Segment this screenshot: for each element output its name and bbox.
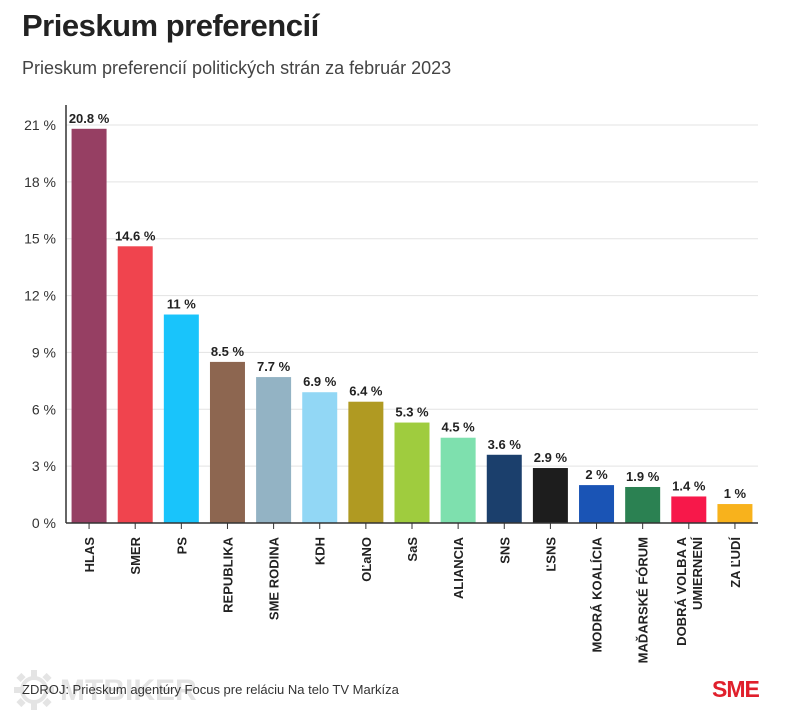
x-tick-label-line: ALIANCIA [451,536,466,599]
y-tick-label: 9 % [32,344,56,360]
bar [71,128,107,524]
bar-value-labels: 20.8 % 14.6 % 11 % 8.5 % 7.7 % 6.9 % 6.4 % 5.3 … [69,111,747,501]
x-tick-label: SNS [497,537,512,564]
x-tick-label-line: OĽaNO [359,537,374,582]
x-tick-label-line: ZA ĽUDÍ [728,537,743,588]
x-tick-label-line: MODRÁ KOALÍCIA [590,536,605,652]
x-tick-label-line: SME RODINA [267,536,282,620]
bar-value-label: 4.5 % [442,420,476,435]
bar-value-label: 1 % [724,486,747,501]
bar-value-label: 11 % [167,297,196,312]
bar [256,377,292,523]
x-tick-label: ALIANCIA [451,536,466,599]
y-tick-label: 15 % [24,231,56,247]
mtbiker-watermark: MTBIKER [10,668,210,714]
bar [579,485,615,523]
x-axis-tick-labels: HLAS SMER PS REPUBLIKA SME RODINA KDH OĽaNO SaS… [82,536,743,663]
x-tick-label-line: PS [174,537,189,555]
bar-value-label: 1.9 % [626,469,660,484]
bar [302,392,338,523]
bar [717,504,753,523]
y-tick-label: 0 % [32,515,56,531]
y-tick-label: 6 % [32,401,56,417]
x-tick-label-line: SNS [497,537,512,564]
y-tick-label: 12 % [24,288,56,304]
bar [348,401,384,523]
y-tick-label: 18 % [24,174,56,190]
x-tick-label-line: MAĎARSKÉ FÓRUM [636,537,651,663]
x-tick-label: DOBRÁ VOLBA A UMIERNENÍ [674,536,705,645]
x-tick-label-line: REPUBLIKA [220,536,235,612]
bar [117,246,153,524]
x-tick-label: SaS [405,537,420,562]
x-tick-label: PS [174,537,189,555]
x-tick-label: SMER [128,536,143,574]
bar-value-label: 3.6 % [488,437,522,452]
bar-value-label: 6.9 % [303,374,337,389]
bar [532,468,568,523]
bar-value-label: 1.4 % [672,478,706,493]
bar-value-label: 7.7 % [257,359,291,374]
x-tick-label-line: HLAS [82,537,97,573]
x-tick-label: SME RODINA [267,536,282,620]
axes [65,105,758,529]
watermark-text: MTBIKER [60,674,197,707]
sme-logo: SME [712,676,760,702]
bar-value-label: 6.4 % [349,384,383,399]
bar [671,496,707,523]
source-note: ZDROJ: Prieskum agentúry Focus pre relác… [22,682,399,697]
bar-value-label: 5.3 % [395,405,429,420]
x-tick-label-line: UMIERNENÍ [690,537,705,610]
x-tick-label-line: DOBRÁ VOLBA A [674,536,689,645]
x-tick-label-line: SaS [405,537,420,562]
y-axis-tick-labels: 0 % 3 % 6 % 9 % 12 % 15 % 18 % 21 % [24,117,56,531]
bar [625,486,661,523]
bar [209,361,245,523]
x-tick-label: REPUBLIKA [220,536,235,612]
x-tick-label: MAĎARSKÉ FÓRUM [636,537,651,663]
x-tick-label-line: ĽSNS [543,537,558,572]
bar-value-label: 2.9 % [534,450,568,465]
bars [71,128,753,524]
bar [486,454,522,523]
bar-value-label: 14.6 % [115,228,156,243]
x-tick-label: HLAS [82,537,97,573]
bar-value-label: 20.8 % [69,111,110,126]
bar-value-label: 8.5 % [211,344,245,359]
x-tick-label: ZA ĽUDÍ [728,537,743,588]
x-tick-label-line: KDH [313,537,328,565]
x-tick-label: OĽaNO [359,537,374,582]
x-tick-label: KDH [313,537,328,565]
bar [440,437,476,523]
chart-title: Prieskum preferencií [22,8,319,43]
x-tick-label-line: SMER [128,536,143,574]
x-tick-label: MODRÁ KOALÍCIA [590,536,605,652]
x-tick-label: ĽSNS [543,537,558,572]
chart-subtitle: Prieskum preferencií politických strán z… [22,58,452,78]
bar [163,314,199,523]
y-tick-label: 3 % [32,458,56,474]
bar [394,422,430,523]
bar-value-label: 2 % [585,467,608,482]
gear-icon [14,670,54,710]
y-tick-label: 21 % [24,117,56,133]
